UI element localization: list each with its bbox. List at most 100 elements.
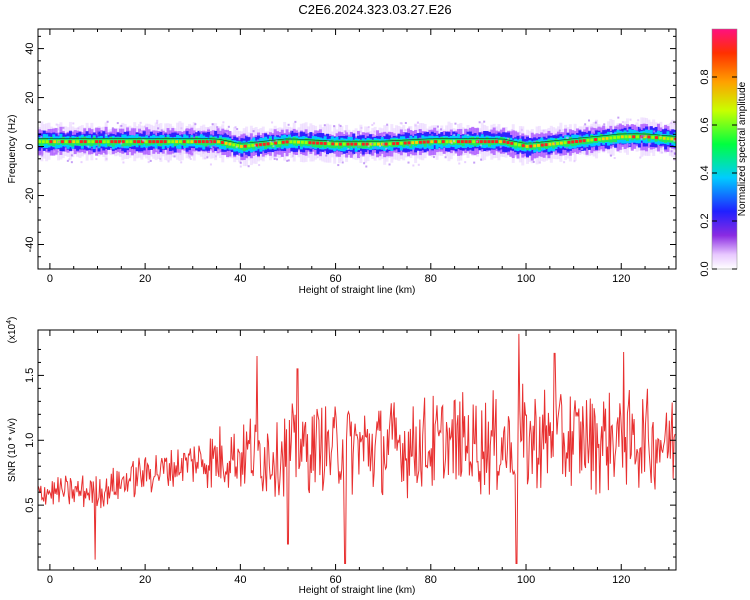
heat-cell <box>257 142 260 149</box>
heat-ridge-cell <box>171 140 175 144</box>
heat-speckle <box>70 154 73 157</box>
heat-cell <box>66 139 70 145</box>
heat-speckle <box>235 146 238 149</box>
heat-ridge-cell <box>548 142 552 146</box>
heat-speckle <box>247 165 250 168</box>
snr-frame <box>37 329 677 571</box>
heat-ridge-cell <box>232 143 236 147</box>
heat-cell <box>352 140 356 149</box>
heat-ridge-cell <box>540 143 544 147</box>
heat-speckle <box>180 127 183 130</box>
heat-ridge-cell <box>472 140 476 144</box>
heat-ridge-cell <box>636 135 640 139</box>
heat-speckle <box>351 153 354 156</box>
heat-speckle <box>594 121 597 124</box>
heat-speckle <box>419 137 422 140</box>
heat-speckle <box>234 126 237 129</box>
heat-ridge-cell <box>258 143 262 147</box>
heat-speckle <box>603 123 606 126</box>
heat-speckle <box>188 156 191 159</box>
heat-ridge-cell <box>60 140 64 144</box>
heat-ridge-cell <box>98 140 102 144</box>
heat-ridge-cell <box>312 141 316 145</box>
heat-speckle <box>417 163 420 166</box>
heat-speckle <box>211 123 214 126</box>
spectrogram-y-tick-label: 0 <box>24 143 36 149</box>
heat-ridge-cell <box>239 144 243 148</box>
heat-speckle <box>598 145 601 148</box>
heat-speckle <box>256 140 259 143</box>
heat-cell <box>504 139 508 146</box>
heat-ridge-cell <box>220 141 224 145</box>
heat-cell <box>428 138 432 146</box>
heat-speckle <box>483 120 486 123</box>
heat-speckle <box>209 163 212 166</box>
heat-speckle <box>359 155 362 158</box>
heat-ridge-cell <box>506 141 510 145</box>
heat-ridge-cell <box>388 142 392 146</box>
heat-speckle <box>156 119 159 122</box>
heat-ridge-cell <box>651 135 655 139</box>
heat-cell <box>656 134 660 141</box>
heat-speckle <box>399 122 402 125</box>
heat-speckle <box>306 150 309 153</box>
spectrogram-heat-band <box>38 116 676 168</box>
heat-speckle <box>121 150 124 153</box>
heat-ridge-cell <box>281 140 285 144</box>
heat-speckle <box>53 150 56 153</box>
heat-ridge-cell <box>556 141 560 145</box>
heat-speckle <box>566 136 569 139</box>
heat-speckle <box>155 148 158 151</box>
heat-speckle <box>246 134 249 137</box>
heat-ridge-cell <box>186 140 190 144</box>
heat-speckle <box>430 149 433 152</box>
heat-ridge-cell <box>72 140 76 144</box>
heat-speckle <box>245 155 248 158</box>
heat-ridge-cell <box>117 140 121 144</box>
heat-speckle <box>431 134 434 137</box>
heat-speckle <box>473 161 476 164</box>
heat-ridge-cell <box>266 142 270 146</box>
heat-ridge-cell <box>521 144 525 148</box>
heat-speckle <box>206 156 209 159</box>
heat-speckle <box>116 149 119 152</box>
heat-ridge-cell <box>277 141 281 145</box>
heat-ridge-cell <box>293 140 297 144</box>
heat-speckle <box>370 153 373 156</box>
heat-ridge-cell <box>392 142 396 146</box>
heat-ridge-cell <box>449 140 453 144</box>
heat-speckle <box>538 161 541 164</box>
heat-speckle <box>341 161 344 164</box>
heat-speckle <box>286 159 289 162</box>
heat-speckle <box>460 151 463 154</box>
heat-ridge-cell <box>87 140 91 144</box>
heat-speckle <box>641 134 644 137</box>
heat-cell <box>180 139 184 145</box>
heat-speckle <box>323 124 326 127</box>
snr-y-axis-label: SNR (10 * v/v) <box>7 418 18 482</box>
heat-speckle <box>612 142 615 145</box>
heat-cell <box>276 139 280 148</box>
heat-ridge-cell <box>559 141 563 145</box>
heat-ridge-cell <box>502 140 506 144</box>
heat-speckle <box>565 147 568 150</box>
heat-speckle <box>121 146 124 149</box>
heat-ridge-cell <box>605 136 609 140</box>
heat-speckle <box>57 128 60 131</box>
heat-speckle <box>289 130 292 133</box>
heat-speckle <box>640 137 643 140</box>
heat-ridge-cell <box>217 140 221 144</box>
heat-speckle <box>114 150 117 153</box>
snr-multiplier-exponent: 4 <box>6 320 13 324</box>
colorbar: 0.0 0.2 0.4 0.6 0.8 Normalized spectral ampl… <box>699 28 748 277</box>
heat-cell <box>599 133 603 143</box>
heat-speckle <box>273 157 276 160</box>
heat-speckle <box>365 165 368 168</box>
heat-speckle <box>105 157 108 160</box>
heat-speckle <box>147 161 150 164</box>
heat-ridge-cell <box>582 139 586 143</box>
heat-speckle <box>363 162 366 165</box>
heat-speckle <box>478 121 481 124</box>
heat-speckle <box>388 163 391 166</box>
